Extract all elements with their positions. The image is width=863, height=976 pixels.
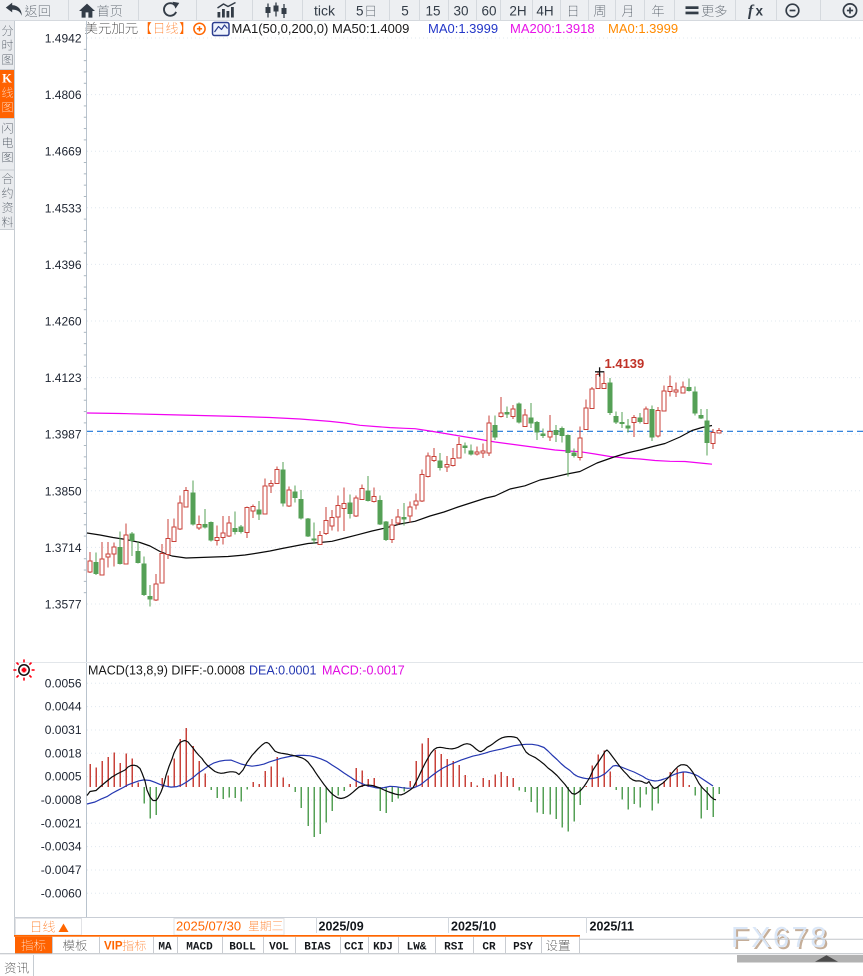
svg-text:60: 60 [481, 4, 496, 19]
svg-text:2025/09: 2025/09 [319, 920, 364, 934]
svg-text:-0.0060: -0.0060 [41, 886, 82, 900]
svg-text:DEA:0.0001: DEA:0.0001 [249, 664, 316, 678]
svg-text:1.3577: 1.3577 [45, 598, 82, 612]
svg-text:1.3850: 1.3850 [45, 484, 82, 498]
svg-text:MA1(50,0,200,0): MA1(50,0,200,0) [232, 21, 329, 36]
svg-text:2H: 2H [509, 4, 526, 19]
svg-text:MACD(13,8,9) DIFF:-0.0008: MACD(13,8,9) DIFF:-0.0008 [88, 664, 245, 678]
svg-text:-0.0008: -0.0008 [41, 793, 82, 807]
svg-text:x: x [756, 3, 764, 18]
svg-text:1.4123: 1.4123 [45, 371, 82, 385]
svg-text:1.3987: 1.3987 [45, 428, 82, 442]
svg-text:0.0044: 0.0044 [45, 700, 82, 714]
svg-text:1.4139: 1.4139 [605, 356, 645, 371]
svg-text:0.0018: 0.0018 [45, 746, 82, 760]
svg-text:f: f [748, 2, 755, 19]
svg-text:2025/07/30: 2025/07/30 [176, 919, 241, 934]
svg-text:1.3714: 1.3714 [45, 541, 82, 555]
svg-text:5: 5 [401, 4, 409, 19]
svg-text:K: K [2, 72, 12, 86]
svg-text:BIAS: BIAS [304, 942, 331, 954]
svg-text:0.0005: 0.0005 [45, 770, 82, 784]
svg-text:1.4260: 1.4260 [45, 315, 82, 329]
svg-text:0.0056: 0.0056 [45, 676, 82, 690]
svg-text:RSI: RSI [444, 942, 464, 954]
svg-text:LW&: LW& [407, 942, 427, 954]
svg-text:2025/10: 2025/10 [451, 920, 496, 934]
svg-text:-0.0047: -0.0047 [41, 863, 82, 877]
svg-text:MA50:1.4009: MA50:1.4009 [332, 21, 409, 36]
svg-text:CCI: CCI [344, 942, 364, 954]
svg-text:5: 5 [356, 4, 364, 19]
svg-text:MA0:1.3999: MA0:1.3999 [608, 21, 678, 36]
svg-text:0.0031: 0.0031 [45, 723, 82, 737]
svg-text:30: 30 [453, 4, 468, 19]
svg-text:CR: CR [482, 942, 496, 954]
svg-text:2025/11: 2025/11 [590, 920, 635, 934]
svg-text:PSY: PSY [513, 942, 533, 954]
svg-text:MA: MA [158, 942, 172, 954]
svg-text:1.4669: 1.4669 [45, 145, 82, 159]
svg-text:VIP: VIP [104, 941, 123, 953]
svg-text:MA0:1.3999: MA0:1.3999 [428, 21, 498, 36]
svg-text:1.4806: 1.4806 [45, 88, 82, 102]
svg-text:MACD:-0.0017: MACD:-0.0017 [322, 664, 405, 678]
svg-text:1.4396: 1.4396 [45, 258, 82, 272]
svg-text:VOL: VOL [269, 942, 289, 954]
svg-text:15: 15 [425, 4, 440, 19]
svg-text:KDJ: KDJ [373, 942, 393, 954]
svg-text:1.4533: 1.4533 [45, 201, 82, 215]
svg-text:tick: tick [314, 2, 336, 18]
svg-text:1.4942: 1.4942 [45, 32, 82, 46]
svg-text:-0.0021: -0.0021 [41, 816, 82, 830]
svg-text:MACD: MACD [186, 942, 213, 954]
svg-text:-0.0034: -0.0034 [41, 840, 82, 854]
svg-text:BOLL: BOLL [229, 942, 256, 954]
svg-text:4H: 4H [536, 4, 553, 19]
svg-text:MA200:1.3918: MA200:1.3918 [510, 21, 595, 36]
